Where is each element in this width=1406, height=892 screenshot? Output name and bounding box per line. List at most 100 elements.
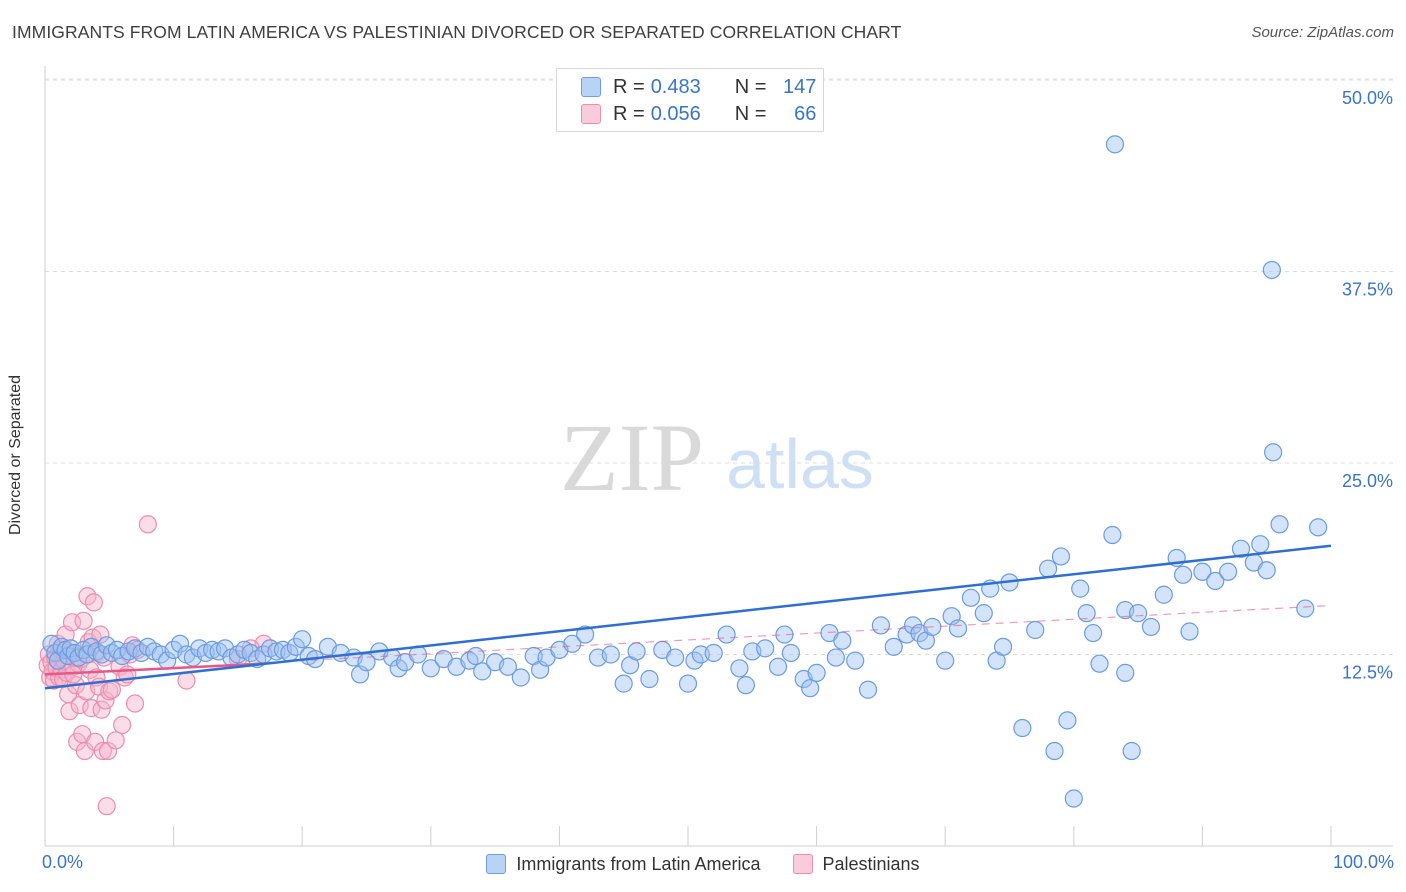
legend-n-value: 66 [794, 102, 817, 125]
data-point-palestinians [102, 680, 121, 699]
data-point-immigrants-latin-america [884, 637, 903, 656]
data-point-immigrants-latin-america [974, 604, 993, 623]
data-point-immigrants-latin-america [1090, 654, 1109, 673]
data-point-palestinians [75, 741, 94, 761]
data-point-immigrants-latin-america [1154, 585, 1173, 604]
grid [45, 78, 1393, 655]
legend-row-pink: R = 0.056 N = 66 [581, 100, 816, 128]
data-point-immigrants-latin-america [1071, 579, 1090, 598]
data-point-palestinians [93, 741, 112, 761]
legend-series: Immigrants from Latin America Palestinia… [0, 852, 1406, 876]
legend-label-blue: Immigrants from Latin America [516, 853, 761, 874]
legend-n-label: N = [734, 102, 767, 125]
data-point-immigrants-latin-america [498, 657, 518, 676]
data-point-palestinians [86, 732, 105, 751]
data-point-immigrants-latin-america [1013, 718, 1032, 738]
legend-item-pink: Palestinians [792, 853, 920, 875]
watermark: ZIP atlas [560, 404, 874, 511]
data-point-immigrants-latin-america [678, 674, 698, 693]
data-point-palestinians [96, 691, 115, 710]
data-point-immigrants-latin-america [936, 651, 955, 670]
data-point-immigrants-latin-america [1122, 741, 1141, 761]
legend-swatch-blue [581, 77, 601, 97]
data-point-immigrants-latin-america [801, 679, 820, 698]
watermark-zip: ZIP [560, 404, 704, 511]
data-point-palestinians [97, 797, 116, 816]
data-point-immigrants-latin-america [576, 625, 595, 644]
data-point-immigrants-latin-america [1128, 604, 1148, 623]
legend-label-pink: Palestinians [822, 853, 920, 874]
data-point-immigrants-latin-america [170, 634, 190, 653]
data-point-immigrants-latin-america [781, 643, 800, 663]
data-point-palestinians [74, 611, 93, 630]
data-point-immigrants-latin-america [1270, 515, 1289, 534]
data-point-immigrants-latin-america [1219, 562, 1238, 581]
y-tick-label: 50.0% [1342, 88, 1393, 108]
data-point-immigrants-latin-america [601, 645, 620, 664]
data-point-immigrants-latin-america [1180, 622, 1199, 641]
legend-r-value: 0.483 [650, 75, 701, 98]
data-point-immigrants-latin-america [1174, 565, 1193, 584]
data-point-immigrants-latin-america [1038, 559, 1058, 578]
data-point-immigrants-latin-america [1262, 260, 1281, 280]
source-label: Source: ZipAtlas.com [1251, 24, 1394, 41]
x-tick-label-max: 100.0% [1332, 852, 1394, 872]
data-point-immigrants-latin-america [1064, 789, 1083, 808]
data-point-palestinians [125, 694, 145, 713]
data-point-immigrants-latin-america [833, 631, 852, 650]
data-point-immigrants-latin-america [1051, 547, 1071, 566]
data-point-palestinians [60, 702, 79, 721]
data-point-immigrants-latin-america [640, 669, 659, 689]
data-point-immigrants-latin-america [993, 637, 1013, 656]
data-point-immigrants-latin-america [807, 663, 826, 682]
legend-r-label: R = [613, 75, 645, 98]
data-point-immigrants-latin-america [1296, 599, 1315, 618]
y-tick-label: 12.5% [1342, 663, 1393, 683]
trend-line-palestinians [44, 662, 264, 676]
legend-n-label: N = [734, 75, 767, 98]
chart-title: IMMIGRANTS FROM LATIN AMERICA VS PALESTI… [12, 22, 902, 42]
data-point-immigrants-latin-america [1077, 604, 1096, 623]
y-axis-label: Divorced or Separated [7, 374, 24, 536]
legend-r-label: R = [613, 102, 645, 125]
data-point-immigrants-latin-america [1083, 623, 1103, 643]
data-point-immigrants-latin-america [1105, 135, 1125, 154]
data-point-palestinians [92, 700, 111, 719]
legend-item-blue: Immigrants from Latin America [486, 853, 761, 875]
legend-n-value: 147 [783, 75, 817, 98]
watermark-atlas: atlas [726, 425, 874, 503]
data-point-palestinians [84, 593, 103, 612]
data-point-immigrants-latin-america [858, 680, 878, 699]
data-point-immigrants-latin-america [511, 668, 530, 687]
data-point-immigrants-latin-america [826, 648, 845, 667]
data-point-immigrants-latin-america [846, 651, 865, 670]
data-point-immigrants-latin-america [1231, 539, 1251, 558]
data-point-immigrants-latin-america [627, 642, 646, 661]
legend-row-blue: R = 0.483 N = 147 [581, 73, 816, 101]
data-point-immigrants-latin-america [466, 646, 485, 666]
data-point-immigrants-latin-america [730, 659, 749, 678]
x-tick-label-min: 0.0% [42, 852, 84, 872]
data-point-immigrants-latin-america [1257, 561, 1276, 580]
data-point-immigrants-latin-america [1116, 663, 1135, 682]
data-point-palestinians [106, 731, 125, 750]
data-point-immigrants-latin-america [666, 648, 685, 667]
data-point-immigrants-latin-america [768, 657, 788, 676]
data-point-immigrants-latin-america [704, 643, 723, 663]
data-point-immigrants-latin-america [736, 676, 755, 695]
data-point-immigrants-latin-america [871, 616, 891, 635]
data-point-immigrants-latin-america [1264, 443, 1283, 462]
data-point-immigrants-latin-america [1058, 711, 1077, 730]
data-point-immigrants-latin-america [1193, 562, 1212, 581]
data-point-immigrants-latin-america [563, 634, 582, 653]
data-point-palestinians [62, 613, 82, 632]
trend-lines [44, 544, 1332, 690]
data-point-immigrants-latin-america [1309, 518, 1328, 537]
trend-line-immigrants-latin-america [44, 544, 1332, 690]
axes [44, 66, 1393, 847]
legend-swatch-pink [581, 104, 601, 124]
legend-swatch-pink [792, 854, 813, 874]
legend-correlation: R = 0.483 N = 147 R = 0.056 N = 66 [556, 68, 824, 132]
data-point-immigrants-latin-america [614, 674, 633, 693]
